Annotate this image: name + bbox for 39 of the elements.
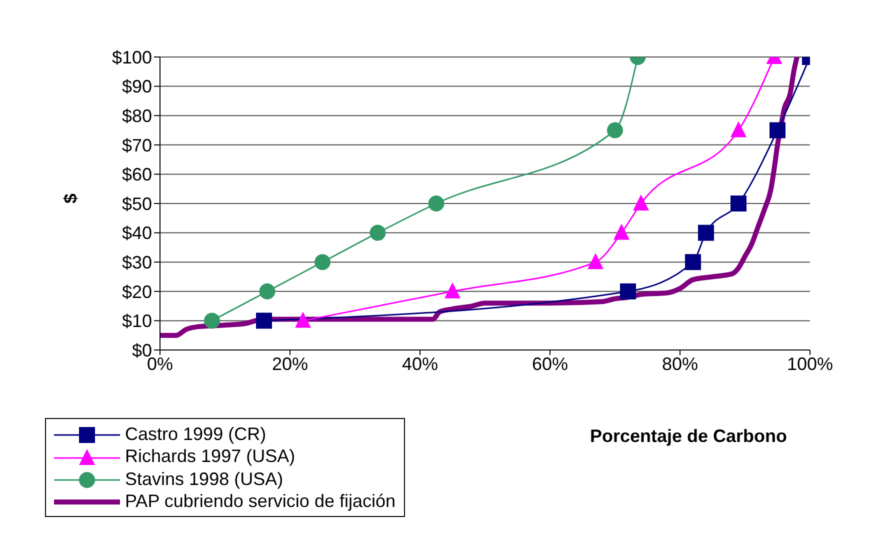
point: [730, 196, 746, 212]
point: [370, 224, 386, 241]
point: [614, 224, 630, 240]
x-axis-title: Porcentaje de Carbono: [590, 426, 788, 447]
y-tick-label: $60: [122, 164, 152, 185]
y-tick-label: $100: [112, 47, 152, 68]
point: [428, 196, 444, 212]
point: [607, 122, 623, 138]
x-tick-label: 20%: [272, 354, 308, 374]
point: [295, 312, 311, 328]
x-tick-label: 60%: [532, 354, 568, 374]
y-tick-label: $80: [122, 106, 152, 126]
y-tick-label: $10: [122, 311, 152, 332]
point: [770, 122, 786, 138]
legend-label: Castro 1999 (CR): [125, 424, 266, 444]
y-tick-label: $50: [122, 194, 152, 214]
x-tick-label: 40%: [402, 354, 438, 374]
y-tick-label: $70: [122, 135, 152, 156]
y-tick-label: $90: [122, 76, 152, 97]
legend-label: PAP cubriendo servicio de fijación: [125, 490, 396, 511]
point: [730, 121, 746, 138]
legend-label: Richards 1997 (USA): [125, 446, 296, 466]
y-tick-label: $40: [122, 223, 152, 244]
point: [204, 312, 220, 329]
y-tick-label: $20: [122, 282, 152, 302]
point: [698, 224, 714, 241]
point: [685, 254, 701, 270]
x-tick-label: 80%: [662, 354, 698, 374]
x-tick-label: 100%: [786, 354, 834, 374]
point: [444, 282, 460, 298]
y-tick-label: $30: [122, 252, 152, 272]
point: [256, 312, 272, 329]
point: [633, 194, 649, 210]
y-axis-title: $: [60, 193, 80, 204]
point: [259, 283, 276, 300]
point: [314, 254, 330, 270]
legend-label: Stavins 1998 (USA): [125, 468, 284, 488]
point: [620, 283, 636, 300]
point: [588, 253, 604, 270]
